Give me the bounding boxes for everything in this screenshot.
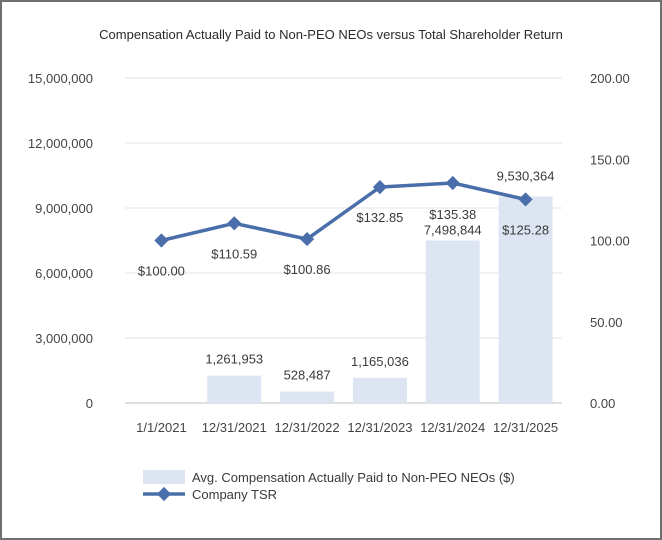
tsr-data-label: $110.59 xyxy=(211,246,257,261)
tsr-data-label: $132.85 xyxy=(356,210,403,225)
x-tick-label: 12/31/2022 xyxy=(275,420,340,435)
legend-bar-label: Avg. Compensation Actually Paid to Non-P… xyxy=(192,470,515,485)
bar-series xyxy=(207,196,553,403)
tsr-data-label: $100.00 xyxy=(138,264,185,279)
tsr-point xyxy=(300,232,315,247)
legend-line-label: Company TSR xyxy=(192,487,277,502)
y-left-tick-label: 15,000,000 xyxy=(28,71,93,86)
tsr-line xyxy=(161,181,526,243)
bar xyxy=(498,196,553,403)
chart-title: Compensation Actually Paid to Non-PEO NE… xyxy=(99,27,563,42)
legend: Avg. Compensation Actually Paid to Non-P… xyxy=(143,470,515,502)
y-left-tick-label: 3,000,000 xyxy=(35,331,93,346)
x-tick-label: 12/31/2021 xyxy=(202,420,267,435)
legend-bar-swatch xyxy=(143,470,185,484)
x-tick-label: 12/31/2025 xyxy=(493,420,558,435)
tsr-line-series xyxy=(154,175,533,248)
y-left-tick-label: 6,000,000 xyxy=(35,266,93,281)
bar xyxy=(352,377,407,403)
y-left-tick-label: 12,000,000 xyxy=(28,136,93,151)
tsr-data-label: $135.38 xyxy=(429,207,476,222)
bar xyxy=(280,391,335,403)
y-left-tick-label: 0 xyxy=(86,396,93,411)
bar-data-label: 528,487 xyxy=(284,368,331,383)
tsr-point xyxy=(227,216,242,231)
y-right-tick-label: 150.00 xyxy=(590,152,630,167)
bar xyxy=(207,375,262,403)
tsr-point xyxy=(445,175,460,191)
x-tick-label: 12/31/2024 xyxy=(420,420,485,435)
tsr-point xyxy=(372,180,387,195)
bar-data-label: 9,530,364 xyxy=(497,169,555,184)
axes: 0 3,000,000 6,000,000 9,000,000 12,000,000 15… xyxy=(28,71,630,435)
y-right-tick-label: 0.00 xyxy=(590,396,615,411)
y-right-tick-label: 50.00 xyxy=(590,315,623,330)
tsr-point xyxy=(518,192,533,207)
y-left-tick-label: 9,000,000 xyxy=(35,201,93,216)
y-right-tick-label: 100.00 xyxy=(590,234,630,249)
tsr-data-label: $100.86 xyxy=(284,262,331,277)
bar-data-label: 1,261,953 xyxy=(205,352,263,367)
x-tick-label: 12/31/2023 xyxy=(347,420,412,435)
bar-data-label: 7,498,844 xyxy=(424,223,482,238)
bar-data-label: 1,165,036 xyxy=(351,354,409,369)
data-labels: 1,261,953 528,487 1,165,036 7,498,844 9,530,… xyxy=(138,169,555,383)
bar xyxy=(425,240,480,403)
gridlines xyxy=(125,77,562,404)
tsr-point xyxy=(154,233,169,248)
x-tick-label: 1/1/2021 xyxy=(136,420,187,435)
legend-line-marker xyxy=(156,486,172,502)
tsr-data-label: $125.28 xyxy=(502,222,549,237)
y-right-tick-label: 200.00 xyxy=(590,71,630,86)
